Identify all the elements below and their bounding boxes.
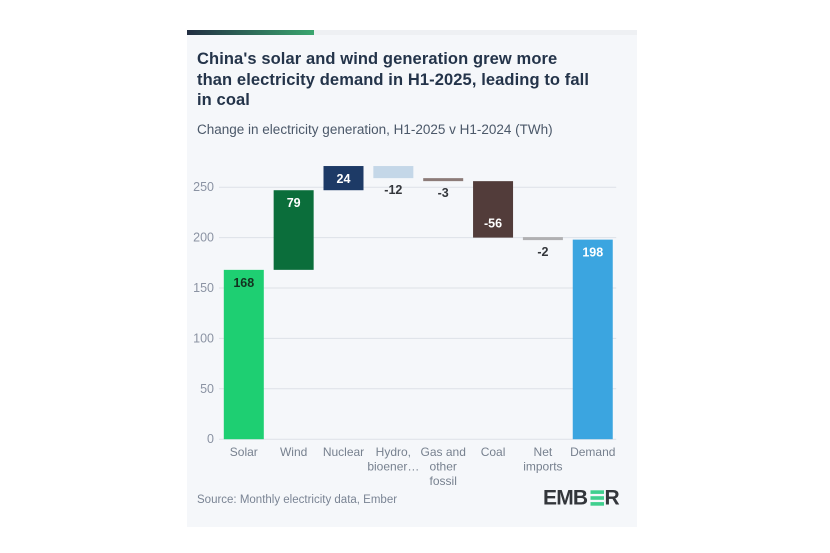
- svg-text:Wind: Wind: [280, 445, 307, 459]
- svg-text:-56: -56: [484, 217, 502, 231]
- svg-text:79: 79: [287, 196, 301, 210]
- svg-text:Coal: Coal: [481, 445, 506, 459]
- svg-text:Net: Net: [534, 445, 553, 459]
- svg-text:Hydro,: Hydro,: [376, 445, 411, 459]
- svg-text:50: 50: [200, 382, 214, 396]
- svg-text:Nuclear: Nuclear: [323, 445, 364, 459]
- svg-text:-2: -2: [537, 245, 548, 259]
- svg-text:R: R: [605, 487, 620, 510]
- svg-text:100: 100: [193, 331, 214, 345]
- svg-text:250: 250: [193, 180, 214, 194]
- svg-text:198: 198: [582, 246, 603, 260]
- svg-text:other: other: [430, 460, 457, 474]
- svg-text:fossil: fossil: [430, 474, 457, 488]
- svg-text:Gas and: Gas and: [421, 445, 466, 459]
- svg-text:24: 24: [337, 172, 351, 186]
- svg-text:EMB: EMB: [543, 487, 588, 510]
- svg-text:-3: -3: [438, 186, 449, 200]
- svg-text:Solar: Solar: [230, 445, 258, 459]
- svg-text:bioener…: bioener…: [367, 460, 419, 474]
- svg-text:imports: imports: [523, 460, 562, 474]
- svg-text:-12: -12: [384, 183, 402, 197]
- svg-text:Demand: Demand: [570, 445, 615, 459]
- svg-text:200: 200: [193, 231, 214, 245]
- svg-text:168: 168: [233, 276, 254, 290]
- svg-text:0: 0: [207, 432, 214, 446]
- svg-text:150: 150: [193, 281, 214, 295]
